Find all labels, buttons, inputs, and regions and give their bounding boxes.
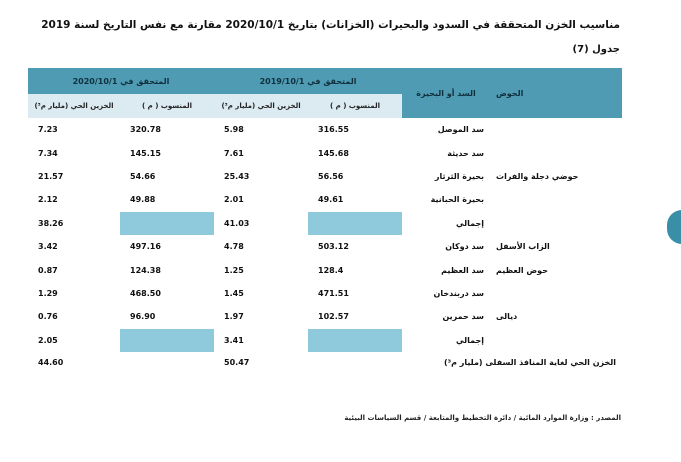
dam-name: سد حديثة xyxy=(447,148,485,158)
storage-2019: 41.03 xyxy=(224,218,250,228)
basin-adhaim: حوض العظيم xyxy=(490,258,623,282)
grand-total-label: الخزن الحي لغاية المنافذ السفلى (مليار م… xyxy=(443,358,617,368)
storage-2020: 2.12 xyxy=(38,195,58,205)
basin-diyala: ديالى xyxy=(490,281,623,352)
source-note: المصدر : وزارة الموارد المائية / دائرة ا… xyxy=(344,414,621,422)
side-tab[interactable] xyxy=(667,210,681,244)
dam-name: سد دربندخان xyxy=(433,288,485,298)
table-row: سد حديثة 145.68 7.61 145.15 7.34 xyxy=(28,141,622,164)
storage-2019: 7.61 xyxy=(224,148,244,158)
shaded-cell xyxy=(308,328,403,352)
table-row: بحيرة الثرثار 56.56 25.43 54.66 21.57 xyxy=(28,165,622,188)
basin-tigris-euphrates: حوضي دجلة والفرات xyxy=(490,118,623,235)
level-2020: 468.50 xyxy=(130,288,161,298)
header-2020: المتحقق في 2020/10/1 xyxy=(28,68,215,94)
shaded-cell xyxy=(120,211,215,235)
storage-2020: 0.76 xyxy=(38,312,58,322)
storage-2020: 2.05 xyxy=(38,335,58,345)
header-dam: السد أو البحيرة xyxy=(402,68,491,118)
subtotal-label: إجمالي xyxy=(456,218,485,228)
empty-cell xyxy=(120,352,214,374)
dam-name: سد العظيم xyxy=(441,265,485,275)
header-2019: المتحقق في 2019/10/1 xyxy=(214,68,403,94)
storage-2020: 38.26 xyxy=(38,218,64,228)
dam-name: سد الموصل xyxy=(437,125,485,135)
grand-total-row: الخزن الحي لغاية المنافذ السفلى (مليار م… xyxy=(28,352,622,374)
table-row: حوضي دجلة والفرات سد الموصل 316.55 5.98 … xyxy=(28,118,623,235)
table-row: ديالى سد دربندخان 471.51 1.45 468.50 1.2… xyxy=(28,281,623,352)
level-2019: 471.51 xyxy=(318,288,349,298)
storage-2019: 2.01 xyxy=(224,195,244,205)
dam-name: بحيرة الثرثار xyxy=(434,171,485,181)
grand-total-2019: 50.47 xyxy=(224,358,250,368)
level-2019: 503.12 xyxy=(318,242,349,252)
subheader-storage-2019: الخزين الحي (مليار م³) xyxy=(214,94,309,118)
level-2020: 145.15 xyxy=(130,148,161,158)
basin-lower-zab: الزاب الأسفل xyxy=(490,234,623,259)
dam-name: سد حمرين xyxy=(442,312,485,322)
storage-2019: 1.25 xyxy=(224,265,244,275)
storage-2020: 7.23 xyxy=(38,125,58,135)
storage-2019: 4.78 xyxy=(224,242,244,252)
dam-name: سد دوكان xyxy=(445,242,485,252)
empty-cell xyxy=(308,352,402,374)
table-number: جدول (7) xyxy=(572,44,620,55)
header-basin: الحوض xyxy=(490,68,623,118)
subheader-level-2019: المنسوب ( م ) xyxy=(308,94,403,118)
shaded-cell xyxy=(120,328,215,352)
level-2020: 497.16 xyxy=(130,242,161,252)
level-2020: 96.90 xyxy=(130,312,156,322)
storage-2020: 21.57 xyxy=(38,171,64,181)
table-row: الزاب الأسفل سد دوكان 503.12 4.78 497.16… xyxy=(28,234,623,259)
subheader-storage-2020: الخزين الحي (مليار م³) xyxy=(28,94,121,118)
table-row: بحيرة الحبانية 49.61 2.01 49.88 2.12 xyxy=(28,188,622,211)
level-2019: 56.56 xyxy=(318,171,344,181)
storage-2020: 0.87 xyxy=(38,265,58,275)
storage-2019: 5.98 xyxy=(224,125,244,135)
subtotal-label: إجمالي xyxy=(456,335,485,345)
level-2020: 320.78 xyxy=(130,125,161,135)
table-title: مناسيب الخزن المتحققة في السدود والبحيرا… xyxy=(41,19,620,31)
level-2020: 54.66 xyxy=(130,171,156,181)
storage-2019: 3.41 xyxy=(224,335,244,345)
storage-2019: 1.45 xyxy=(224,288,244,298)
table-row: حوض العظيم سد العظيم 128.4 1.25 124.38 0… xyxy=(28,258,623,282)
storage-2019: 1.97 xyxy=(224,312,244,322)
grand-total-2020: 44.60 xyxy=(38,358,64,368)
subtotal-row: إجمالي 3.41 2.05 xyxy=(28,328,622,352)
level-2019: 145.68 xyxy=(318,148,349,158)
storage-2020: 7.34 xyxy=(38,148,58,158)
subtotal-row: إجمالي 41.03 38.26 xyxy=(28,211,622,235)
storage-2020: 1.29 xyxy=(38,288,58,298)
level-2019: 316.55 xyxy=(318,125,349,135)
level-2019: 102.57 xyxy=(318,312,349,322)
shaded-cell xyxy=(308,211,403,235)
storage-table: الحوض السد أو البحيرة المتحقق في 2019/10… xyxy=(28,68,623,374)
level-2019: 128.4 xyxy=(318,265,344,275)
table-row: سد حمرين 102.57 1.97 96.90 0.76 xyxy=(28,305,622,328)
dam-name: بحيرة الحبانية xyxy=(430,195,485,205)
storage-2019: 25.43 xyxy=(224,171,250,181)
level-2020: 124.38 xyxy=(130,265,161,275)
level-2020: 49.88 xyxy=(130,195,156,205)
subheader-level-2020: المنسوب ( م ) xyxy=(120,94,215,118)
level-2019: 49.61 xyxy=(318,195,344,205)
storage-2020: 3.42 xyxy=(38,242,58,252)
